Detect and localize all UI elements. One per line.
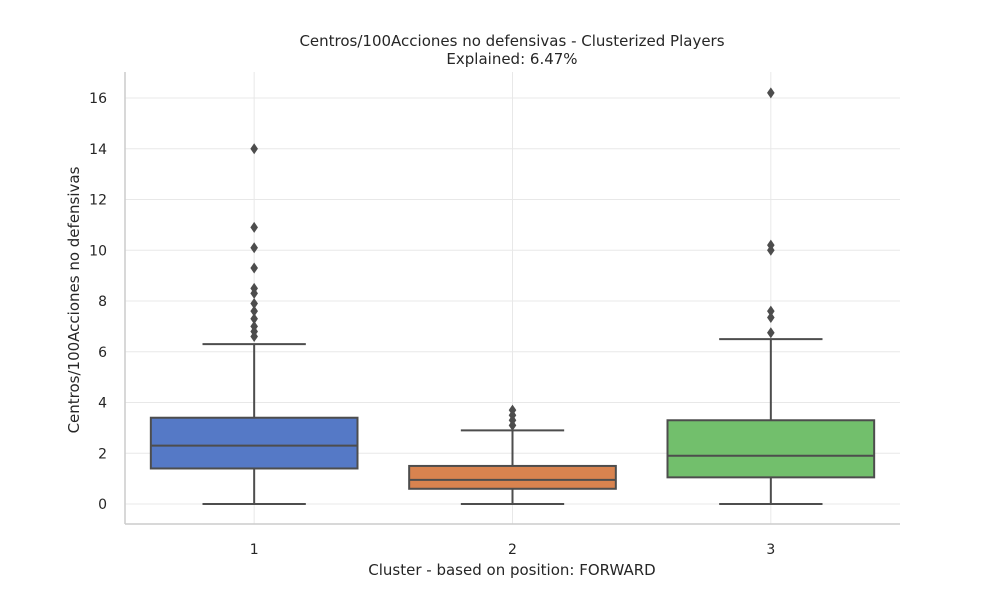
outlier-point	[250, 331, 258, 343]
x-tick-label: 3	[766, 542, 775, 558]
y-tick-label: 0	[98, 497, 107, 513]
outlier-point	[250, 242, 258, 254]
box-cluster-2	[408, 404, 617, 505]
y-tick-label: 16	[89, 91, 107, 107]
outlier-point	[250, 313, 258, 325]
x-tick-label: 1	[250, 542, 259, 558]
iqr-box	[149, 416, 359, 470]
iqr-box	[408, 464, 617, 490]
y-tick-label: 12	[89, 193, 107, 209]
x-tick-label: 2	[508, 542, 517, 558]
y-tick-label: 6	[98, 345, 107, 361]
outlier-point	[250, 287, 258, 299]
outlier-point	[250, 221, 258, 233]
box-layer	[149, 87, 876, 505]
chart-title-line1: Centros/100Acciones no defensivas - Clus…	[299, 32, 724, 50]
chart-title-line2: Explained: 6.47%	[446, 50, 577, 68]
box-cluster-1	[149, 143, 359, 505]
iqr-box	[666, 419, 876, 479]
outlier-point	[250, 143, 258, 155]
box-cluster-3	[666, 87, 876, 505]
y-tick-label: 8	[98, 294, 107, 310]
outlier-point	[508, 419, 517, 431]
outlier-point	[767, 311, 775, 323]
outlier-point	[767, 305, 775, 317]
y-axis-label: Centros/100Acciones no defensivas	[65, 166, 83, 433]
y-tick-label: 14	[89, 142, 107, 158]
outlier-point	[767, 327, 775, 339]
y-tick-label: 4	[98, 396, 107, 412]
outlier-point	[250, 305, 258, 317]
x-axis-label: Cluster - based on position: FORWARD	[368, 561, 655, 579]
outlier-point	[767, 244, 775, 256]
outlier-point	[250, 262, 258, 274]
y-tick-label: 2	[98, 446, 107, 462]
outlier-point	[767, 87, 775, 99]
outlier-point	[250, 298, 258, 310]
y-tick-label: 10	[89, 243, 107, 259]
